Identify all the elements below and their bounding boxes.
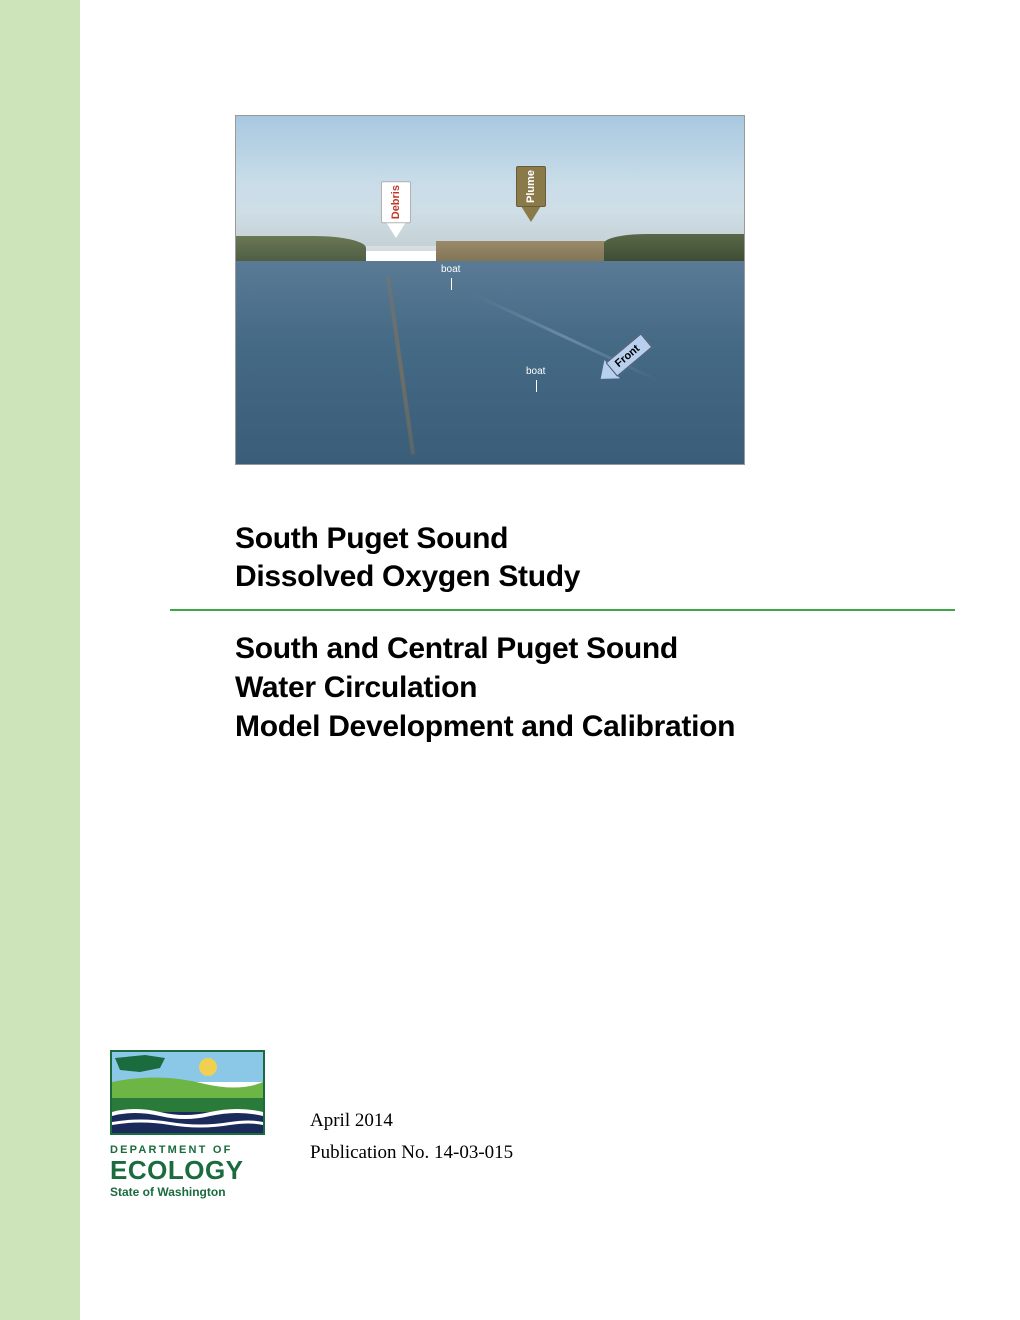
title-line-5: Model Development and Calibration [235, 707, 955, 746]
title-line-2: Dissolved Oxygen Study [235, 558, 955, 596]
callout-plume-arrow-icon [521, 206, 541, 222]
publication-date: April 2014 [310, 1105, 513, 1137]
callout-plume-label: Plume [516, 166, 546, 207]
callout-plume: Plume [516, 166, 546, 222]
boat-1-tick [451, 278, 452, 290]
boat-2-tick [536, 380, 537, 392]
cover-photo: Debris Plume boat boat Front [235, 115, 745, 465]
ecology-logo-graphic [110, 1050, 265, 1135]
publication-number: Publication No. 14-03-015 [310, 1137, 513, 1169]
callout-debris-arrow-icon [386, 222, 406, 238]
callout-boat-2: boat [526, 366, 545, 377]
title-line-3: South and Central Puget Sound [235, 629, 955, 668]
title-lower: South and Central Puget Sound Water Circ… [235, 629, 955, 746]
content-area: Debris Plume boat boat Front South Puget… [80, 0, 1020, 1320]
title-line-4: Water Circulation [235, 668, 955, 707]
title-block: South Puget Sound Dissolved Oxygen Study… [235, 520, 955, 746]
title-divider [170, 609, 955, 611]
title-line-1: South Puget Sound [235, 520, 955, 558]
sidebar-stripe [0, 0, 80, 1320]
ecology-logo: DEPARTMENT OF ECOLOGY State of Washingto… [110, 1050, 265, 1199]
callout-debris: Debris [381, 181, 411, 238]
publication-info: April 2014 Publication No. 14-03-015 [310, 1105, 513, 1170]
title-upper: South Puget Sound Dissolved Oxygen Study [235, 520, 955, 595]
callout-debris-label: Debris [381, 181, 411, 223]
callout-boat-1: boat [441, 264, 460, 275]
logo-name: ECOLOGY [110, 1157, 265, 1183]
photo-water [236, 261, 744, 465]
logo-state-line: State of Washington [110, 1185, 265, 1199]
